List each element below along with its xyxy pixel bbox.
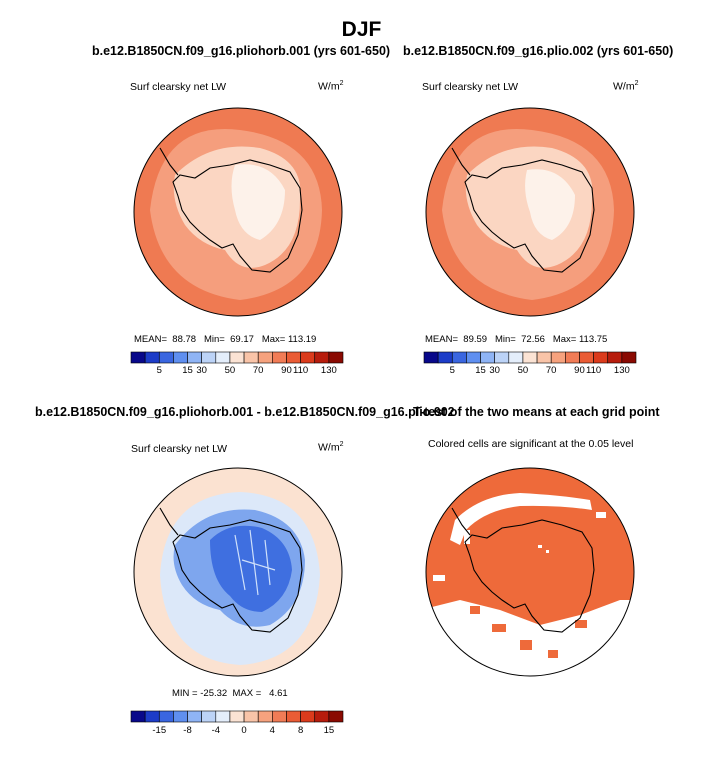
colorbar-tick-label: 5	[156, 365, 162, 376]
colorbar-tick-label: 0	[241, 725, 247, 736]
panel-1-colorbar-ticks: 5 15 30 50 70 90 110 130	[0, 365, 723, 379]
colorbar-tick-label: 70	[545, 365, 557, 376]
colorbar-swatch	[328, 351, 344, 364]
colorbar-tick-label: 15	[323, 725, 335, 736]
panel-1-peninsula	[159, 147, 179, 176]
colorbar-tick-label: -4	[211, 725, 221, 736]
colorbar-tick-label: -8	[183, 725, 192, 736]
colorbar-tick-label: 30	[196, 365, 207, 376]
colorbar-tick-label: -15	[152, 725, 167, 736]
panel-2-units: W/m2	[613, 80, 639, 93]
panel-2-stats: MEAN= 89.59 Min= 72.56 Max= 113.75	[425, 334, 608, 345]
panel-2-coastline	[464, 159, 595, 273]
panel-3-units: W/m2	[318, 441, 344, 454]
panel-4-peninsula	[451, 507, 471, 536]
panel-1-units: W/m2	[318, 80, 344, 93]
colorbar-tick-label: 30	[489, 365, 500, 376]
panel-2-ice-core-field	[525, 169, 575, 240]
panel-1-stats: MEAN= 88.78 Min= 69.17 Max= 113.19	[134, 334, 317, 345]
colorbar-tick-label: 50	[517, 365, 529, 376]
panel-3-variable: Surf clearsky net LW	[131, 443, 228, 455]
panel-4-nonsig-arc	[450, 493, 592, 545]
colorbar-tick-label: 5	[449, 365, 455, 376]
colorbar-tick-label: 15	[182, 365, 193, 376]
colorbar-tick-label: 110	[586, 365, 602, 376]
colorbar-swatch	[328, 710, 344, 723]
panel-2-variable: Surf clearsky net LW	[422, 81, 519, 93]
panel-3-title: b.e12.B1850CN.f09_g16.pliohorb.001 - b.e…	[35, 405, 455, 419]
colorbar-tick-label: 50	[224, 365, 236, 376]
colorbar-tick-label: 110	[293, 365, 309, 376]
figure-title: DJF	[341, 18, 382, 41]
colorbar-tick-label: 15	[475, 365, 486, 376]
panel-1-title: b.e12.B1850CN.f09_g16.pliohorb.001 (yrs …	[92, 44, 391, 58]
panel-2-colorbar-ticks: 5 15 30 50 70 90 110 130	[0, 365, 723, 379]
panel-4-note: Colored cells are significant at the 0.0…	[428, 438, 634, 450]
colorbar-tick-label: 130	[613, 365, 630, 376]
panel-1-variable: Surf clearsky net LW	[130, 81, 227, 93]
colorbar-swatch	[621, 351, 637, 364]
colorbar-tick-label: 90	[574, 365, 585, 376]
panel-1-coastline	[172, 159, 303, 273]
panel-3-colorbar-ticks: -15 -8 -4 0 4 8 15	[0, 725, 723, 739]
colorbar-tick-label: 4	[269, 725, 275, 736]
colorbar-tick-label: 90	[281, 365, 292, 376]
panel-3-stats: MIN = -25.32 MAX = 4.61	[172, 688, 288, 699]
colorbar-tick-label: 8	[297, 725, 304, 736]
panel-2-title: b.e12.B1850CN.f09_g16.plio.002 (yrs 601-…	[403, 44, 674, 58]
panel-3-coastline	[172, 519, 303, 633]
panel-4-title: T-test of the two means at each grid poi…	[413, 405, 660, 419]
panel-4-coastline	[464, 519, 595, 633]
panel-1-ice-core-field	[231, 164, 285, 240]
colorbar-tick-label: 130	[320, 365, 337, 376]
panel-3-peninsula	[159, 507, 179, 536]
colorbar-tick-label: 70	[252, 365, 264, 376]
panel-3-core-field	[210, 525, 292, 612]
panel-2-peninsula	[451, 147, 471, 176]
